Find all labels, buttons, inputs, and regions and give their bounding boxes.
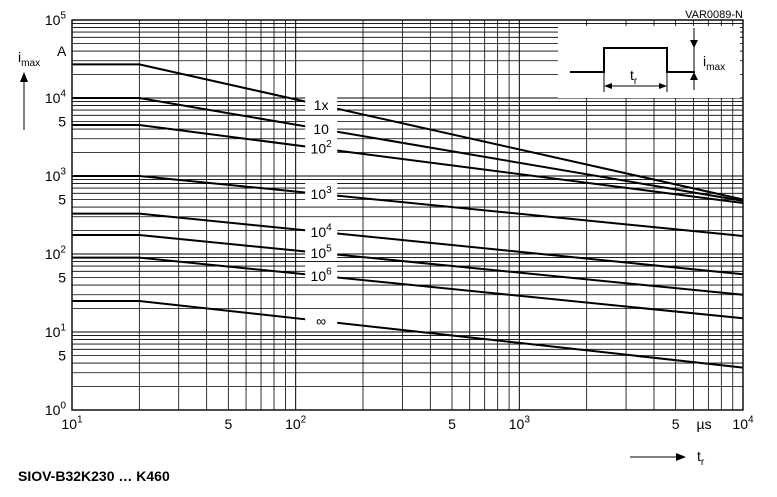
series-label-2: 10 bbox=[313, 121, 329, 137]
inset-width-arrow-right bbox=[659, 83, 667, 89]
y-axis-arrow-head bbox=[20, 72, 28, 82]
series-label-bg-1 bbox=[305, 94, 338, 113]
x-axis-label: tr bbox=[697, 448, 705, 468]
series-line-2 bbox=[72, 97, 744, 202]
y-tick-labels: 100 5 101 5 102 5 103 5 104 105 bbox=[45, 11, 67, 418]
inset-tr-label: tr bbox=[630, 67, 638, 87]
inset-pulse-diagram: tr imax bbox=[558, 26, 740, 98]
x-tick-label: 101 bbox=[61, 415, 83, 432]
series-label-bg-2 bbox=[305, 117, 338, 136]
series-lines bbox=[72, 63, 744, 369]
inset-amplitude-arrow-top bbox=[690, 40, 698, 48]
series-label-bg-4 bbox=[305, 183, 338, 202]
x-tick-labels: 101 5 102 5 103 5 104 bbox=[61, 415, 754, 432]
series-label-4: 103 bbox=[311, 185, 333, 202]
y-tick-label: 5 bbox=[58, 191, 66, 207]
axis-labels: imax Aµs tr bbox=[18, 43, 712, 468]
inset-width-arrow-left bbox=[604, 83, 612, 89]
y-tick-label: 105 bbox=[45, 11, 67, 28]
y-tick-label: 5 bbox=[58, 113, 66, 129]
y-tick-label: 5 bbox=[58, 269, 66, 285]
y-tick-label: 104 bbox=[45, 89, 67, 106]
x-tick-label: 104 bbox=[732, 415, 754, 432]
x-tick-label: 5 bbox=[672, 416, 680, 432]
series-label-bg-6 bbox=[305, 242, 338, 261]
series-line-5 bbox=[72, 212, 744, 276]
figure-id: VAR0089-N bbox=[685, 9, 743, 21]
chart-svg: 1x 10 102 103 104 105 106 ∞ 101 5 102 5 103 5 104 100… bbox=[18, 9, 754, 469]
series-label-bg-8 bbox=[305, 310, 338, 329]
series-label-5: 104 bbox=[311, 223, 333, 240]
y-tick-label: 101 bbox=[45, 323, 67, 340]
y-tick-label: 5 bbox=[58, 347, 66, 363]
series-label-bg-3 bbox=[305, 137, 338, 156]
series-line-3 bbox=[72, 124, 744, 204]
series-label-8: ∞ bbox=[316, 313, 326, 329]
series-label-7: 106 bbox=[311, 267, 333, 284]
inset-amplitude-arrow-bottom bbox=[690, 72, 698, 80]
series-line-8 bbox=[72, 300, 744, 369]
x-tick-label: 102 bbox=[285, 415, 307, 432]
x-axis-arrow-head bbox=[676, 453, 686, 461]
y-tick-label: 103 bbox=[45, 167, 67, 184]
figure-caption: SIOV-B32K230 … K460 bbox=[18, 468, 170, 484]
x-tick-label: 5 bbox=[224, 416, 232, 432]
series-label-3: 102 bbox=[311, 139, 333, 156]
y-axis-label: imax bbox=[18, 49, 40, 69]
series-label-1: 1x bbox=[314, 97, 329, 113]
x-axis-unit: µs bbox=[697, 416, 712, 432]
x-tick-label: 5 bbox=[448, 416, 456, 432]
plot-frame bbox=[71, 19, 744, 411]
y-tick-label: 100 bbox=[45, 401, 67, 418]
series-line-4 bbox=[72, 175, 744, 237]
y-axis-unit: A bbox=[57, 43, 67, 59]
inset-imax-label: imax bbox=[703, 53, 725, 73]
inset-pulse bbox=[570, 47, 695, 73]
series-label-bg-5 bbox=[305, 220, 338, 239]
series-line-7 bbox=[72, 256, 744, 320]
series-label-bg-7 bbox=[305, 264, 338, 283]
series-label-6: 105 bbox=[311, 244, 333, 261]
grid bbox=[71, 19, 744, 411]
y-tick-label: 102 bbox=[45, 245, 67, 262]
series-labels: 1x 10 102 103 104 105 106 ∞ bbox=[305, 94, 338, 329]
series-line-1 bbox=[72, 63, 744, 201]
series-line-6 bbox=[72, 234, 744, 296]
x-tick-label: 103 bbox=[509, 415, 531, 432]
